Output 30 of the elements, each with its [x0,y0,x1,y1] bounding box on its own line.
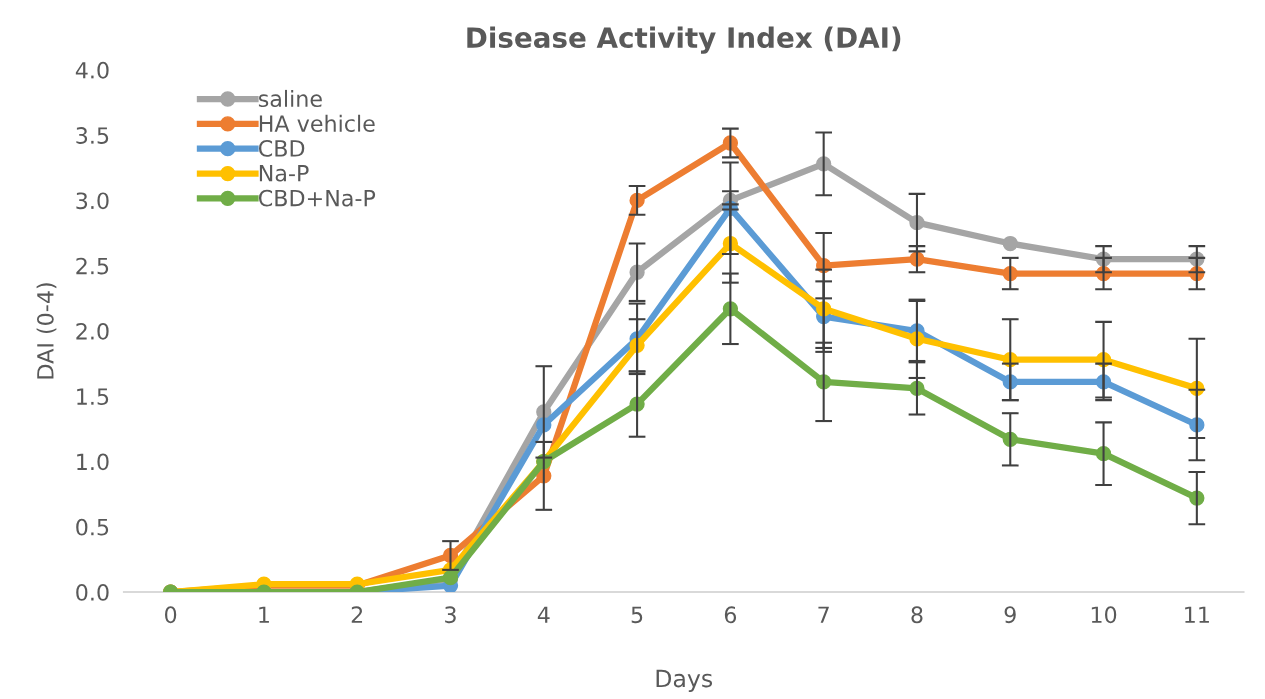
legend-label: saline [258,89,322,108]
chart-title: Disease Activity Index (DAI) [467,26,901,54]
x-tick-label: 1 [259,606,269,623]
legend-label: CBD+Na-P [258,189,376,207]
y-tick-label: 0.0 [76,584,109,601]
x-tick-label: 6 [724,606,737,624]
x-tick-label: 0 [165,606,177,624]
x-tick-label: 10 [1091,606,1117,624]
y-tick-label: 3.0 [76,192,109,210]
x-tick-label: 2 [351,606,363,623]
legend-label: HA vehicle [259,114,375,132]
y-tick-label: 1.0 [77,453,109,471]
legend-label: CBD [258,139,305,157]
y-tick-label: 2.5 [76,257,109,275]
x-tick-label: 9 [1004,606,1016,624]
x-axis-title: Days [656,669,713,692]
y-tick-label: 4.0 [75,61,109,79]
y-tick-label: 1.5 [77,388,109,405]
y-tick-label: 3.5 [76,127,109,144]
point [1002,235,1018,252]
x-tick-label: 7 [818,606,829,623]
x-tick-label: 4 [537,606,550,623]
legend-label: Na-P [259,165,309,182]
y-tick-label: 2.0 [76,322,109,340]
x-tick-label: 11 [1185,606,1209,623]
x-tick-label: 8 [911,606,923,624]
y-tick-label: 0.5 [76,518,109,536]
y-axis-title: DAI (0-4) [36,283,57,379]
x-tick-label: 3 [445,606,456,624]
x-tick-label: 5 [631,606,643,624]
